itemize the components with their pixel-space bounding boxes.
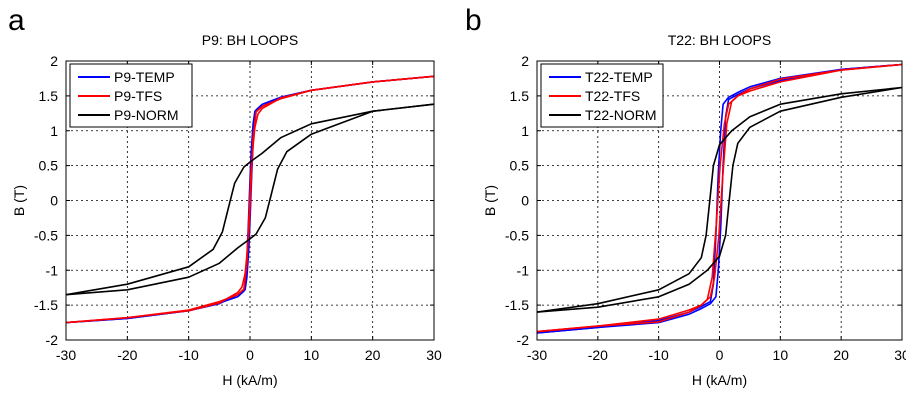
y-tick-label: -1 [517,262,530,278]
y-tick-label: -1 [46,262,59,278]
x-axis-label: H (kA/m) [692,372,747,388]
x-tick-label: 10 [304,347,320,363]
x-tick-label: -10 [179,347,199,363]
y-tick-label: -0.5 [34,227,58,243]
panel-label-b: b [465,4,482,37]
x-tick-label: -20 [117,347,137,363]
series-line-t22-norm-upper [537,86,902,313]
x-tick-label: 30 [426,347,442,363]
series-line-t22-tfs-upper [537,63,902,333]
x-axis-label: H (kA/m) [222,372,277,388]
y-axis-label: B (T) [11,185,27,216]
series-line-p9-norm-upper [66,103,434,296]
chart-title: P9: BH LOOPS [202,32,298,48]
y-tick-label: 0.5 [39,158,59,174]
x-tick-label: 10 [773,347,789,363]
y-tick-label: -2 [46,332,59,348]
y-tick-label: -1.5 [505,297,529,313]
chart-title: T22: BH LOOPS [668,32,771,48]
y-tick-label: 0 [521,193,529,209]
y-tick-label: 1.5 [510,88,530,104]
x-tick-label: -30 [527,347,547,363]
legend-entry-p9-temp: P9-TEMP [114,69,175,85]
x-tick-label: 0 [716,347,724,363]
chart-panel-a: a -30 -20 -10 0 10 20 30 -2 -1.5 -1 -0.5 0 0.5 1 1.5 2 P… [8,4,442,388]
series-line-t22-norm-lower [537,86,902,313]
legend-entry-t22-tfs: T22-TFS [585,88,640,104]
x-tick-label: -10 [649,347,669,363]
y-tick-label: 2 [521,53,529,69]
series-line-p9-norm-lower [66,103,434,296]
y-tick-label: 0.5 [510,158,530,174]
x-tick-label: 0 [246,347,254,363]
y-tick-label: -1.5 [34,297,58,313]
legend-entry-p9-norm: P9-NORM [114,107,179,123]
y-tick-label: 1 [50,123,58,139]
y-tick-label: -2 [517,332,530,348]
x-tick-label: -30 [56,347,76,363]
panel-label-a: a [8,4,25,37]
legend-entry-t22-temp: T22-TEMP [585,69,653,85]
x-tick-label: 20 [833,347,849,363]
chart-panel-b: b -30 -20 -10 0 10 20 30 -2 -1.5 -1 -0.5 0 0.5 1 1.5 2 T… [453,0,906,393]
x-tick-label: -20 [588,347,608,363]
x-tick-label: 20 [365,347,381,363]
y-tick-label: 2 [50,53,58,69]
y-tick-label: 1.5 [39,88,59,104]
y-tick-label: 1 [521,123,529,139]
chart-b-svg: -30 -20 -10 0 10 20 30 -2 -1.5 -1 -0.5 0 0.5 1 1.5 2 T22… [482,32,906,388]
y-axis-label: B (T) [482,185,498,216]
x-tick-label: 30 [894,347,906,363]
series-line-t22-tfs-lower [537,63,902,333]
legend-entry-p9-tfs: P9-TFS [114,88,162,104]
y-tick-label: -0.5 [505,227,529,243]
y-tick-label: 0 [50,193,58,209]
chart-a-svg: -30 -20 -10 0 10 20 30 -2 -1.5 -1 -0.5 0 0.5 1 1.5 2 P9:… [11,32,442,388]
series-line-p9-tfs-lower [66,75,434,324]
legend-entry-t22-norm: T22-NORM [585,107,657,123]
